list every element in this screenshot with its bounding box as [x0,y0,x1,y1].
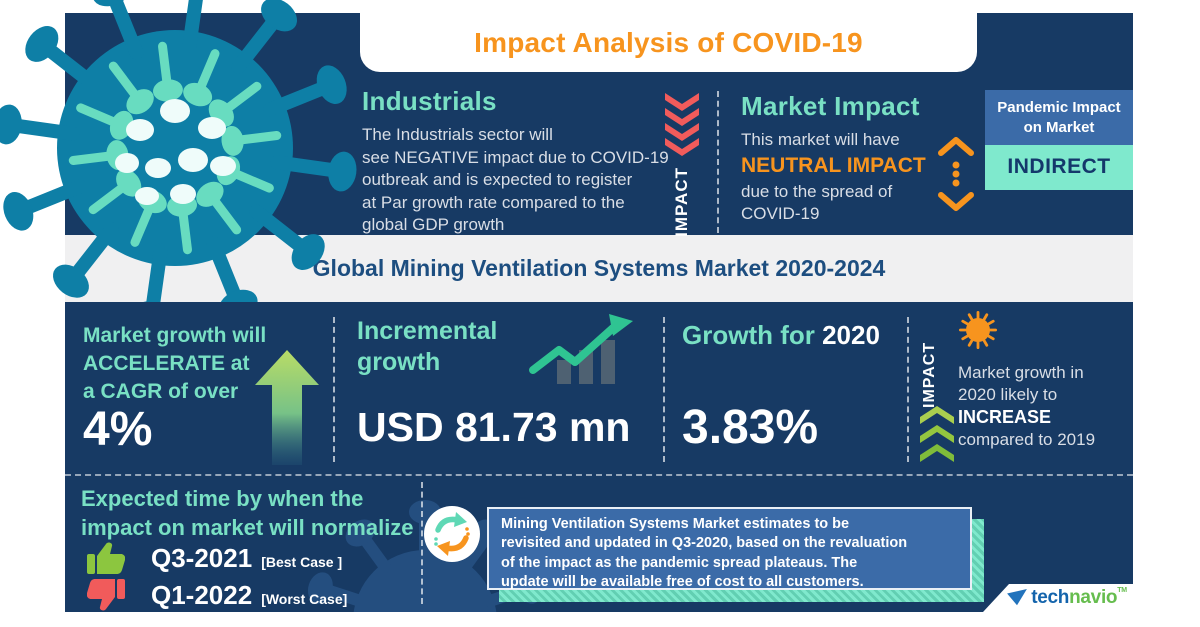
update-swap-icon [423,505,481,568]
market-impact-line2: due to the spread of COVID-19 [741,182,893,224]
cagr-text: Market growth will ACCELERATE at a CAGR … [83,324,267,403]
pandemic-impact-label: Pandemic Impact on Market [985,90,1133,145]
stats-divider-2 [663,317,665,462]
bottom-divider [421,482,423,604]
market-impact-highlight: NEUTRAL IMPACT [741,154,926,178]
worst-case-value: Q1-2022 [151,579,253,610]
worst-case-item: Q1-2022 [Worst Case] [87,578,347,612]
stats-divider-1 [333,317,335,462]
industrials-section: Industrials The Industrials sector will … [362,86,674,237]
stats-row: Market growth will ACCELERATE at a CAGR … [65,302,1133,476]
increase-chevrons-icon [918,406,956,469]
technavio-logo: technavioTM [983,584,1133,612]
impact-2020-line1: Market growth in 2020 likely to [958,363,1084,404]
technavio-logo-icon [1007,589,1028,606]
rows-divider [65,474,1133,476]
impact-vertical-label: IMPACT [672,167,691,237]
growth-2020-label: Growth for [682,320,823,350]
header-divider [717,91,719,233]
up-arrow-icon [255,350,319,470]
best-case-label: [Best Case ] [261,553,343,570]
pandemic-impact-value: INDIRECT [985,145,1133,190]
market-impact-line1: This market will have [741,130,900,149]
growth-chart-icon [527,314,635,389]
stats-divider-3 [907,317,909,462]
incremental-growth-value: USD 81.73 mn [357,404,631,450]
impact-2020-text: Market growth in 2020 likely to INCREASE… [958,362,1095,450]
callout-text: Mining Ventilation Systems Market estima… [501,516,908,591]
impact-down-chevrons-icon [665,93,699,156]
impact-vertical-label-2: IMPACT [921,341,938,408]
technavio-logo-text: technavioTM [1031,587,1127,608]
worst-case-label: [Worst Case] [261,590,348,607]
industrials-title: Industrials [362,86,497,116]
incremental-growth-title: Incremental growth [357,317,498,377]
normalize-title: Expected time by when the impact on mark… [81,486,414,540]
market-impact-section: Market Impact This market will have NEUT… [741,91,953,225]
impact-2020-line2: compared to 2019 [958,429,1096,449]
industrials-body: The Industrials sector will see NEGATIVE… [362,125,669,235]
best-case-value: Q3-2021 [151,542,253,573]
market-title-band: Global Mining Ventilation Systems Market… [65,235,1133,302]
impact-2020-strong: INCREASE [958,406,1052,427]
growth-2020-year: 2020 [822,320,880,350]
market-title: Global Mining Ventilation Systems Market… [312,255,886,281]
cagr-value: 4% [83,403,153,456]
market-impact-title: Market Impact [741,91,920,121]
thumbs-up-icon [87,542,125,574]
thumbs-down-icon [87,579,125,611]
bottom-row: Expected time by when the impact on mark… [65,477,1133,612]
impact-2020-column: IMPACT [921,341,939,408]
banner-title: Impact Analysis of COVID-19 [474,26,863,58]
pandemic-impact-box: Pandemic Impact on Market INDIRECT [985,90,1133,190]
neutral-impact-icon [935,135,977,218]
growth-2020-value: 3.83% [682,401,819,454]
lower-band: Market growth will ACCELERATE at a CAGR … [65,302,1133,612]
banner: Impact Analysis of COVID-19 [360,13,977,72]
best-case-item: Q3-2021 [Best Case ] [87,541,342,575]
growth-2020-title: Growth for 2020 [682,320,880,351]
sector-impact-indicator: IMPACT [661,93,703,237]
virus-icon [958,310,998,355]
callout-box: Mining Ventilation Systems Market estima… [487,507,972,590]
infographic-content: Global Mining Ventilation Systems Market… [0,0,1133,612]
